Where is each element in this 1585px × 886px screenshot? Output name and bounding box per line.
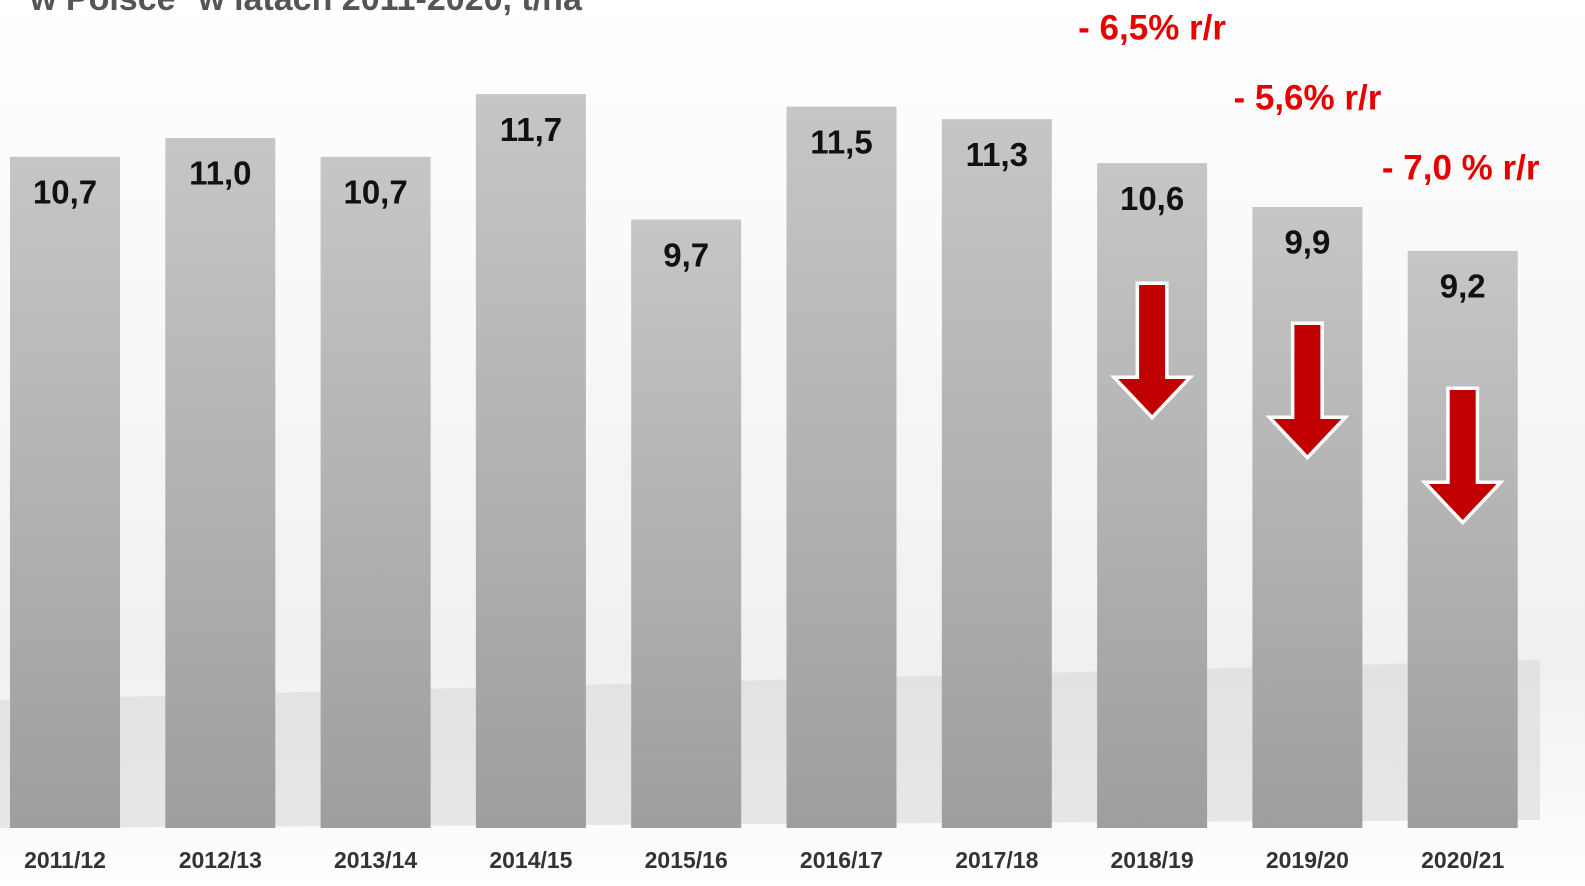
x-tick-label: 2019/20 [1266,847,1349,873]
value-label: 11,0 [189,155,251,192]
x-tick-label: 2012/13 [179,847,262,873]
bar [1407,250,1518,829]
value-label: 10,7 [343,174,407,211]
value-label: 9,9 [1284,224,1330,261]
x-tick-label: 2013/14 [334,847,417,873]
bar [165,138,276,828]
x-tick-label: 2018/19 [1111,847,1194,873]
bar [631,219,742,828]
x-tick-label: 2016/17 [800,847,883,873]
bar [320,156,431,828]
down-arrow [1109,281,1195,421]
value-label: 9,2 [1440,268,1486,305]
x-tick-label: 2011/12 [24,847,106,873]
value-label: 11,3 [966,136,1028,173]
x-tick-label: 2020/21 [1421,847,1504,873]
bar [941,119,1052,828]
value-label: 11,5 [810,123,872,160]
x-tick-label: 2015/16 [645,847,728,873]
bar [475,94,586,828]
x-tick-label: 2014/15 [489,847,572,873]
annotation: - 5,6% r/r [1233,78,1381,117]
bar [10,156,120,828]
down-arrow [1265,321,1350,461]
bar [786,106,897,829]
value-label: 9,7 [663,236,709,273]
value-label: 11,7 [500,111,562,148]
annotation: - 7,0 % r/r [1382,148,1540,187]
chart-title: w Polsce* w latach 2011-2020, t/ha [29,0,583,18]
annotation: - 6,5% r/r [1078,8,1226,47]
bar [1252,207,1363,828]
bars: 10,7 2011/12 11,0 2012/13 10,7 2013/14 11,7 201… [10,8,1540,873]
down-arrow [1420,386,1505,526]
value-label: 10,7 [33,174,97,211]
x-tick-label: 2017/18 [955,847,1038,873]
value-label: 10,6 [1120,180,1184,217]
bar [1097,163,1208,828]
